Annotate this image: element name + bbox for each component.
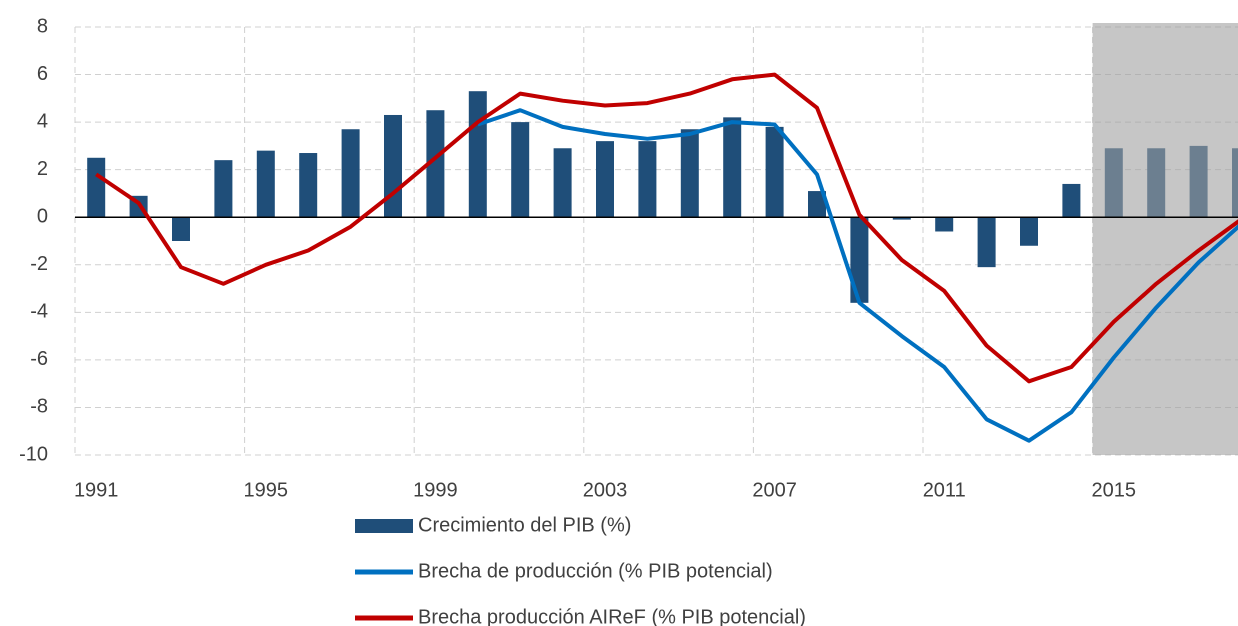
x-tick-label: 1999 xyxy=(413,479,458,501)
y-tick-label: -10 xyxy=(19,443,48,465)
y-tick-label: -8 xyxy=(30,396,48,418)
legend-label: Brecha de producción (% PIB potencial) xyxy=(418,560,773,582)
x-tick-label: 2003 xyxy=(583,479,628,501)
bar xyxy=(723,117,742,218)
bar xyxy=(384,114,402,218)
bar xyxy=(765,126,784,218)
bar xyxy=(638,141,657,218)
bar xyxy=(511,122,530,218)
bar xyxy=(596,141,614,218)
bar xyxy=(299,153,318,218)
y-tick-label: -2 xyxy=(30,253,48,275)
bar xyxy=(553,148,572,218)
bar xyxy=(1062,183,1081,218)
bar xyxy=(808,191,826,218)
y-tick-label: 8 xyxy=(37,15,48,37)
bar xyxy=(256,150,275,218)
bar xyxy=(468,91,487,218)
y-tick-label: 4 xyxy=(37,110,48,132)
bar xyxy=(87,157,106,218)
bar xyxy=(214,160,233,218)
line xyxy=(95,72,1238,384)
x-tick-label: 2011 xyxy=(923,479,966,501)
bar xyxy=(935,217,954,232)
legend-swatch xyxy=(355,519,413,533)
x-tick-label: 1991 xyxy=(74,479,119,501)
bar xyxy=(892,217,911,220)
x-tick-label: 2015 xyxy=(1092,479,1137,501)
y-tick-label: 0 xyxy=(37,206,48,228)
bar xyxy=(850,217,869,303)
y-tick-label: -6 xyxy=(30,348,48,370)
y-tick-label: 2 xyxy=(37,158,48,180)
bar xyxy=(426,110,445,218)
bar xyxy=(680,129,699,218)
line xyxy=(477,108,1238,443)
x-tick-label: 2007 xyxy=(752,479,797,501)
y-tick-label: 6 xyxy=(37,63,48,85)
bar xyxy=(172,217,190,241)
bar xyxy=(341,129,360,218)
x-tick-label: 1995 xyxy=(244,479,289,501)
y-tick-label: -4 xyxy=(30,301,48,323)
legend-label: Crecimiento del PIB (%) xyxy=(418,514,631,536)
bar xyxy=(977,217,996,268)
legend-label: Brecha producción AIReF (% PIB potencial… xyxy=(418,606,806,626)
bar xyxy=(1020,217,1038,246)
